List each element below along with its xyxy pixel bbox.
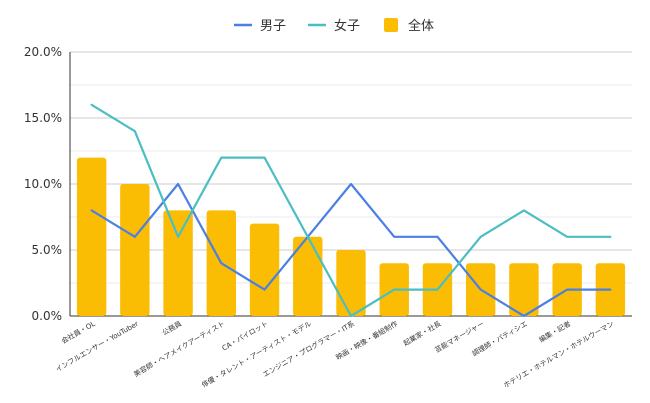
- x-category-label: 編集・記者: [537, 319, 572, 344]
- y-tick-label: 10.0%: [24, 177, 62, 191]
- legend-label: 女子: [334, 18, 360, 34]
- y-tick-label: 15.0%: [24, 111, 62, 125]
- bar-全体: [293, 236, 323, 316]
- legend: 男子 女子 全体: [234, 18, 434, 34]
- bar-全体: [163, 210, 193, 316]
- x-category-label: 公務員: [160, 319, 183, 337]
- y-axis: 0.0% 5.0% 10.0% 15.0% 20.0%: [24, 45, 632, 323]
- gridlines: [70, 51, 632, 284]
- series-line-男子: [90, 182, 612, 318]
- legend-item-全体: 全体: [384, 18, 434, 34]
- legend-label: 男子: [260, 19, 286, 34]
- legend-label: 全体: [408, 18, 434, 34]
- bar-全体: [509, 263, 539, 316]
- bar-全体: [76, 157, 107, 316]
- legend-item-男子: 男子: [234, 19, 286, 34]
- lines: [90, 103, 612, 318]
- y-tick-label: 0.0%: [32, 309, 63, 323]
- bars: [76, 157, 626, 316]
- legend-item-女子: 女子: [308, 18, 360, 34]
- bar-全体: [249, 223, 280, 316]
- bar-全体: [336, 250, 366, 316]
- y-tick-label: 5.0%: [32, 243, 63, 257]
- bar-全体: [120, 184, 150, 316]
- x-category-label: インフルエンサー・YouTuber: [54, 320, 140, 374]
- y-tick-label: 20.0%: [24, 45, 62, 59]
- x-category-label: 起業家・社長: [402, 319, 443, 348]
- x-category-label: 会社員・OL: [60, 319, 97, 346]
- legend-swatch: [384, 18, 398, 32]
- series-line-女子: [90, 103, 612, 318]
